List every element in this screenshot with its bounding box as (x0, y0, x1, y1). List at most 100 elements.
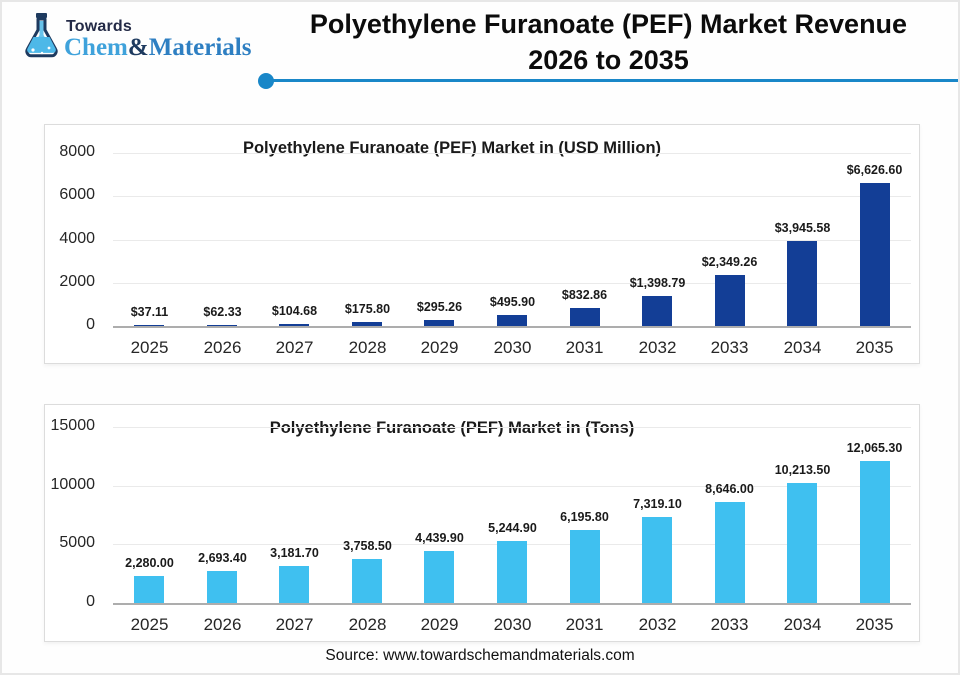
x-axis-label: 2028 (348, 615, 387, 634)
tons-chart-panel: Polyethylene Furanoate (PEF) Market in (… (44, 404, 920, 642)
bar-value-label: 3,181.70 (270, 546, 319, 560)
x-axis-label: 2034 (783, 338, 822, 357)
chart-title-tons: Polyethylene Furanoate (PEF) Market in (… (269, 419, 635, 437)
x-axis-label: 2026 (203, 615, 242, 634)
bar-2034 (787, 241, 817, 326)
bar-value-label: $1,398.79 (629, 276, 686, 290)
bar-2029 (424, 320, 454, 326)
gridline (113, 240, 911, 241)
bar-value-label: $37.11 (130, 305, 169, 319)
bar-2026 (207, 571, 237, 603)
logo-towards-text: Towards (66, 18, 133, 35)
bar-2031 (570, 530, 600, 603)
bar-2030 (497, 541, 527, 603)
x-axis-label: 2031 (565, 338, 604, 357)
x-axis-label: 2029 (420, 615, 459, 634)
gridline (113, 283, 911, 284)
logo-chem-text: Chem (64, 34, 128, 61)
x-axis-label: 2025 (130, 615, 169, 634)
gridline (113, 486, 911, 487)
x-axis-label: 2027 (275, 615, 314, 634)
gridline (113, 196, 911, 197)
x-axis-label: 2027 (275, 338, 314, 357)
bar-value-label: $104.68 (271, 304, 318, 318)
bar-value-label: 6,195.80 (560, 510, 609, 524)
bar-value-label: $62.33 (203, 305, 242, 319)
y-axis-label: 0 (86, 593, 95, 610)
bar-2030 (497, 315, 527, 326)
bar-value-label: $3,945.58 (774, 221, 831, 235)
x-axis-label: 2030 (493, 615, 532, 634)
bar-2033 (715, 275, 745, 326)
logo-materials-text: Materials (148, 34, 252, 61)
bar-value-label: 10,213.50 (774, 463, 831, 477)
bar-value-label: 4,439.90 (415, 531, 464, 545)
bar-2033 (715, 502, 745, 603)
bar-value-label: 7,319.10 (633, 497, 682, 511)
x-axis-label: 2026 (203, 338, 242, 357)
bar-value-label: $175.80 (344, 302, 391, 316)
bar-2031 (570, 308, 600, 326)
source-attribution: Source: www.towardschemandmaterials.com (325, 647, 635, 664)
x-axis-label: 2030 (493, 338, 532, 357)
x-axis-label: 2033 (710, 615, 749, 634)
y-axis-label: 15000 (50, 417, 96, 434)
bar-value-label: $295.26 (416, 300, 463, 314)
x-axis-label: 2035 (855, 615, 894, 634)
bar-value-label: 12,065.30 (846, 441, 903, 455)
bar-value-label: 8,646.00 (705, 482, 754, 496)
x-axis-label: 2028 (348, 338, 387, 357)
bar-value-label: $495.90 (489, 295, 536, 309)
bar-value-label: 2,280.00 (125, 556, 174, 570)
x-axis-label: 2032 (638, 615, 677, 634)
bar-value-label: 5,244.90 (488, 521, 537, 535)
bar-2032 (642, 517, 672, 603)
brand-logo: Towards Chem&Materials (20, 10, 270, 68)
bar-2028 (352, 559, 382, 603)
x-axis-label: 2033 (710, 338, 749, 357)
page-title: Polyethylene Furanoate (PEF) Market Reve… (267, 6, 950, 78)
bar-value-label: $832.86 (561, 288, 608, 302)
title-divider-line (265, 79, 958, 82)
bar-value-label: 3,758.50 (343, 539, 392, 553)
y-axis-label: 2000 (59, 273, 95, 290)
page-title-line2: 2026 to 2035 (528, 45, 689, 75)
bar-2025 (134, 325, 164, 326)
bar-2029 (424, 551, 454, 603)
bar-value-label: $2,349.26 (701, 255, 758, 269)
chart-title-usd: Polyethylene Furanoate (PEF) Market in (… (242, 139, 662, 157)
bar-2035 (860, 183, 890, 326)
bar-2035 (860, 461, 890, 603)
bar-value-label: $6,626.60 (846, 163, 903, 177)
y-axis-label: 10000 (50, 476, 96, 493)
y-axis-label: 0 (86, 316, 95, 333)
bar-2028 (352, 322, 382, 326)
x-axis-label: 2029 (420, 338, 459, 357)
logo-ampersand: & (127, 34, 149, 61)
x-axis-line (113, 326, 911, 328)
bar-2026 (207, 325, 237, 326)
x-axis-label: 2032 (638, 338, 677, 357)
x-axis-label: 2025 (130, 338, 169, 357)
y-axis-label: 5000 (59, 534, 95, 551)
bar-2032 (642, 296, 672, 326)
gridline (113, 153, 911, 154)
bar-2027 (279, 324, 309, 326)
bar-2025 (134, 576, 164, 603)
x-axis-line (113, 603, 911, 605)
x-axis-label: 2034 (783, 615, 822, 634)
bar-value-label: 2,693.40 (198, 551, 247, 565)
y-axis-label: 4000 (59, 230, 95, 247)
title-divider-dot (258, 73, 274, 89)
x-axis-label: 2035 (855, 338, 894, 357)
gridline (113, 427, 911, 428)
bar-2034 (787, 483, 817, 603)
page-title-line1: Polyethylene Furanoate (PEF) Market Reve… (309, 9, 908, 39)
bar-2027 (279, 566, 309, 603)
x-axis-label: 2031 (565, 615, 604, 634)
usd-million-chart-panel: Polyethylene Furanoate (PEF) Market in (… (44, 124, 920, 364)
y-axis-label: 8000 (59, 143, 95, 160)
logo-brand-text: Chem&Materials (64, 34, 251, 62)
y-axis-label: 6000 (59, 186, 95, 203)
